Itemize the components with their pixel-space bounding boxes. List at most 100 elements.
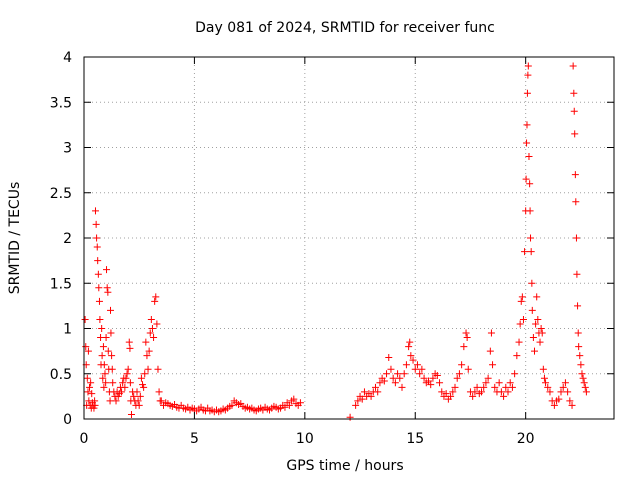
data-point — [98, 352, 106, 360]
data-point — [429, 374, 437, 382]
data-point — [153, 320, 161, 328]
data-point — [124, 365, 132, 373]
data-point — [98, 325, 106, 332]
data-point — [571, 130, 579, 138]
axis-ticks — [83, 56, 614, 420]
y-tick-label: 3.5 — [50, 95, 72, 111]
x-tick-labels: 0 5 10 15 20 — [80, 431, 535, 447]
data-point — [385, 353, 393, 361]
y-tick-label: 3 — [63, 141, 72, 157]
y-tick-label: 1 — [63, 322, 72, 338]
data-point — [122, 374, 130, 382]
data-point — [525, 153, 533, 161]
data-point — [93, 243, 101, 251]
data-point — [372, 383, 379, 391]
x-tick-label: 5 — [190, 431, 199, 447]
data-point — [112, 397, 120, 405]
y-tick-label: 0.5 — [50, 367, 72, 383]
data-point — [482, 379, 490, 387]
data-point — [542, 379, 550, 387]
y-axis-label: SRMTID / TECUs — [7, 182, 23, 295]
data-point — [383, 370, 391, 378]
data-point — [574, 329, 582, 337]
data-point — [573, 270, 581, 278]
data-point — [83, 374, 91, 382]
data-point — [524, 71, 532, 79]
data-point — [451, 383, 459, 391]
data-point — [100, 361, 108, 369]
data-point — [405, 343, 413, 351]
data-point — [136, 392, 144, 400]
y-tick-label: 4 — [63, 50, 72, 66]
data-point — [537, 325, 545, 332]
data-point — [144, 365, 152, 373]
data-point — [502, 383, 510, 391]
data-point — [146, 329, 154, 337]
data-point — [92, 220, 100, 228]
data-point — [528, 306, 536, 314]
data-point — [387, 365, 395, 373]
data-point — [418, 365, 426, 373]
data-point — [100, 383, 108, 391]
data-point — [126, 344, 134, 352]
data-point — [389, 374, 397, 382]
data-point — [550, 401, 558, 409]
data-point — [529, 334, 537, 342]
data-point — [151, 297, 159, 305]
data-point — [285, 401, 293, 409]
data-point — [460, 343, 468, 351]
data-point — [489, 361, 497, 369]
x-tick-label: 15 — [406, 431, 424, 447]
data-point — [367, 392, 375, 400]
data-point — [94, 257, 102, 265]
data-point — [398, 383, 406, 391]
data-point — [141, 370, 149, 378]
data-point — [581, 383, 589, 391]
data-point — [572, 198, 580, 206]
data-point — [546, 388, 554, 396]
data-point — [577, 361, 585, 369]
data-point — [522, 175, 530, 183]
data-point — [360, 388, 368, 396]
data-point — [391, 379, 399, 387]
data-point — [471, 388, 479, 396]
data-point — [81, 315, 89, 323]
data-point — [82, 343, 90, 351]
data-point — [566, 397, 574, 405]
data-point — [442, 390, 450, 398]
data-point — [95, 297, 103, 305]
data-point — [433, 372, 441, 380]
data-point — [154, 365, 162, 373]
data-point — [517, 297, 525, 305]
data-point — [107, 329, 115, 337]
data-point — [455, 370, 463, 378]
data-point — [134, 397, 142, 405]
data-point — [133, 388, 141, 396]
data-point — [91, 207, 99, 215]
data-point — [506, 379, 514, 387]
data-point — [569, 62, 577, 70]
data-point — [458, 361, 466, 369]
data-point — [568, 401, 576, 409]
data-point — [411, 365, 419, 373]
data-point — [564, 388, 572, 396]
data-point — [109, 379, 117, 387]
data-point — [523, 89, 531, 97]
data-point — [84, 388, 92, 396]
data-point — [130, 392, 138, 400]
data-point — [108, 365, 116, 373]
data-point — [571, 171, 579, 179]
data-point — [119, 379, 127, 387]
data-point — [150, 334, 158, 342]
data-point — [528, 279, 536, 287]
y-tick-label: 2.5 — [50, 186, 72, 202]
data-point — [93, 234, 101, 242]
data-point — [508, 383, 516, 391]
data-point — [523, 139, 531, 147]
data-point — [108, 352, 116, 360]
data-point — [559, 383, 567, 391]
data-point — [400, 370, 408, 378]
x-tick-label: 0 — [80, 431, 89, 447]
